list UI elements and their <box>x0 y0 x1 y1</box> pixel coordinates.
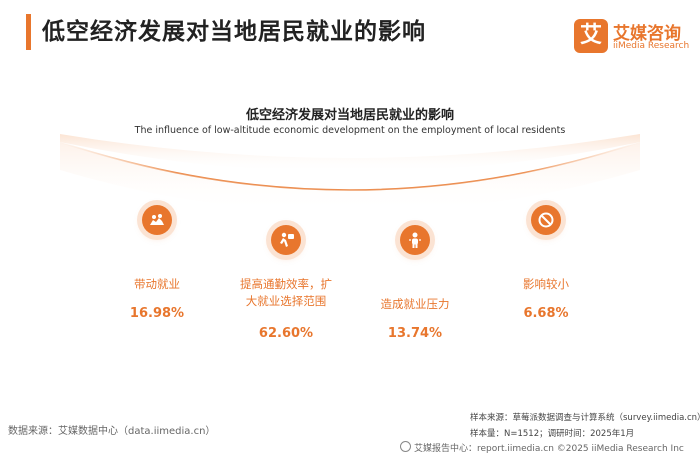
sample-source: 样本来源：草莓派数据调查与计算系统（survey.iimedia.cn） <box>470 413 700 423</box>
no-sign-icon <box>531 205 561 235</box>
value-label: 13.74% <box>387 326 443 341</box>
category-label: 造成就业压力 <box>355 296 475 313</box>
iimedia-logo: 艾 艾媒咨询 iiMedia Research <box>574 19 690 55</box>
logo-text-en: iiMedia Research <box>613 41 690 51</box>
category-label-line: 带动就业 <box>134 277 180 291</box>
chart-subtitle: The influence of low-altitude economic d… <box>134 125 566 136</box>
decorative-arc <box>59 134 641 213</box>
title-accent-bar <box>26 14 31 50</box>
data-source: 数据来源：艾媒数据中心（data.iimedia.cn） <box>8 426 216 437</box>
pressure-person-icon <box>400 225 430 255</box>
team-work-icon <box>142 205 172 235</box>
category-label: 带动就业 <box>97 276 217 293</box>
copyright-text: 艾媒报告中心：report.iimedia.cn ©2025 iiMedia R… <box>414 444 684 454</box>
category-label: 提高通勤效率，扩 大就业选择范围 <box>226 276 346 310</box>
value-label: 6.68% <box>523 306 569 321</box>
page-title: 低空经济发展对当地居民就业的影响 <box>42 19 426 45</box>
value-label: 16.98% <box>129 306 185 321</box>
sample-info: 样本量：N=1512；调研时间：2025年1月 <box>470 429 635 439</box>
copyright: 艾媒报告中心：report.iimedia.cn ©2025 iiMedia R… <box>400 441 684 454</box>
value-label: 62.60% <box>258 326 314 341</box>
logo-mark-icon: 艾 <box>574 19 608 53</box>
category-label-line: 大就业选择范围 <box>245 294 327 308</box>
category-label-line: 提高通勤效率，扩 <box>240 277 332 291</box>
globe-icon <box>400 441 411 452</box>
category-label: 影响较小 <box>486 276 606 293</box>
category-label-line: 造成就业压力 <box>380 297 450 311</box>
logo-text-cn: 艾媒咨询 <box>613 24 681 44</box>
commute-efficiency-icon <box>271 225 301 255</box>
chart-title: 低空经济发展对当地居民就业的影响 <box>245 108 454 123</box>
category-label-line: 影响较小 <box>523 277 569 291</box>
